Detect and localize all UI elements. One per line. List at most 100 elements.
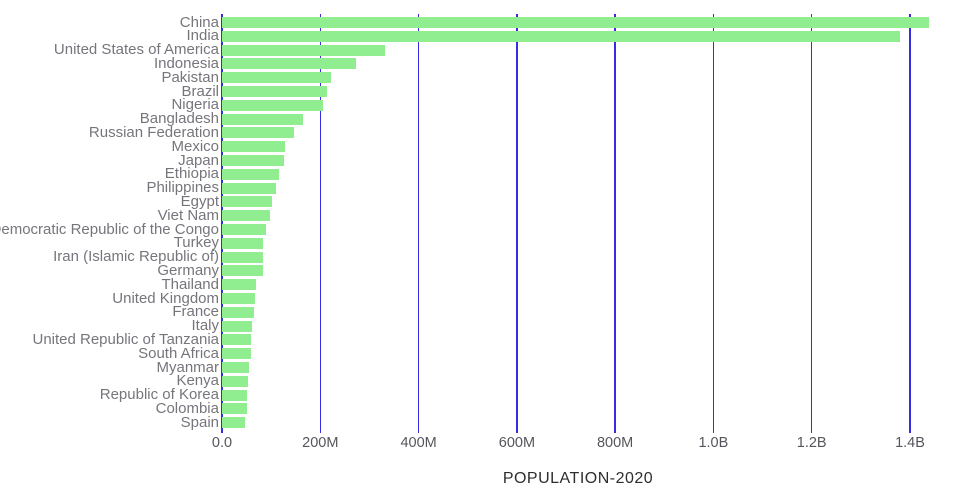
category-label-text: Italy xyxy=(191,317,219,335)
gridline-400M xyxy=(417,14,420,433)
population-bar xyxy=(222,113,303,125)
gridline-1.0B xyxy=(712,14,715,433)
chart-row: Ethiopia xyxy=(0,165,960,183)
population-bar xyxy=(222,403,247,415)
population-bar xyxy=(222,306,255,318)
population-bar xyxy=(222,30,901,42)
chart-row: Egypt xyxy=(0,193,960,209)
category-label: Japan xyxy=(0,152,219,169)
category-label-text: Russian Federation xyxy=(88,124,219,141)
category-label: Viet Nam xyxy=(0,207,219,224)
category-label: United Republic of Tanzania xyxy=(0,331,219,348)
category-label-text: Republic of Korea xyxy=(99,386,219,404)
category-label-text: United Republic of Tanzania xyxy=(32,331,219,348)
population-bar xyxy=(222,417,245,429)
population-bar xyxy=(222,99,324,111)
category-label-text: United Kingdom xyxy=(112,290,219,307)
category-label: United States of America xyxy=(0,42,219,59)
chart-row: Indonesia xyxy=(0,55,960,72)
population-bar xyxy=(222,237,264,249)
chart-row: Thailand xyxy=(0,276,960,293)
category-label-text: Philippines xyxy=(146,179,219,197)
gridline-0.0 xyxy=(221,14,223,433)
chart-row: Kenya xyxy=(0,373,960,389)
chart-row: Germany xyxy=(0,262,960,279)
chart-row: South Africa xyxy=(0,345,960,362)
category-label: Colombia xyxy=(0,400,219,417)
category-label-text: United States of America xyxy=(53,41,219,59)
category-label-text: Democratic Republic of the Congo xyxy=(0,221,219,238)
category-label: Democratic Republic of the Congo xyxy=(0,221,219,238)
category-label: Myanmar xyxy=(0,359,219,376)
gridline-800M xyxy=(614,14,616,433)
population-bar xyxy=(222,72,331,84)
chart-row: Spain xyxy=(0,414,960,431)
category-label-text: Indonesia xyxy=(153,55,219,72)
population-bar xyxy=(222,127,294,139)
x-tick-0.0: 0.0 xyxy=(211,435,233,451)
x-tick-200M: 200M xyxy=(302,435,339,451)
x-tick-600M: 600M xyxy=(498,435,536,451)
chart-row: Turkey xyxy=(0,235,960,251)
gridline-1.4B xyxy=(909,14,911,433)
category-label-text: China xyxy=(179,14,219,31)
category-label: China xyxy=(0,14,219,31)
population-bar xyxy=(222,168,279,180)
category-label-text: Iran (Islamic Republic of) xyxy=(53,248,219,266)
category-label: Russian Federation xyxy=(0,124,219,141)
chart-row: Democratic Republic of the Congo xyxy=(0,221,960,238)
category-label-text: Spain xyxy=(180,414,219,431)
category-label-text: Thailand xyxy=(161,276,219,293)
population-bar xyxy=(222,362,249,373)
gridline-200M xyxy=(319,14,322,433)
chart-row: Italy xyxy=(0,318,960,335)
chart-row: France xyxy=(0,304,960,321)
gridline-1.2B xyxy=(810,14,813,433)
population-bar xyxy=(222,334,252,346)
chart-row: Nigeria xyxy=(0,96,960,114)
category-label-text: Ethiopia xyxy=(164,165,219,183)
population-bar xyxy=(222,141,286,153)
category-label-text: India xyxy=(186,27,219,45)
category-label-text: Viet Nam xyxy=(157,207,219,224)
x-tick-1.4B: 1.4B xyxy=(895,435,925,451)
x-tick-1.0B: 1.0B xyxy=(698,435,729,451)
chart-row: India xyxy=(0,27,960,45)
category-label: Bangladesh xyxy=(0,111,219,128)
population-bar xyxy=(222,17,930,28)
population-bar xyxy=(222,293,256,304)
category-label-text: France xyxy=(172,303,219,321)
population-bar xyxy=(222,182,276,194)
category-label-text: South Africa xyxy=(138,345,219,362)
chart-row: Bangladesh xyxy=(0,111,960,128)
chart-row: Pakistan xyxy=(0,69,960,86)
category-label: Italy xyxy=(0,318,219,335)
category-label-text: Nigeria xyxy=(171,96,219,114)
x-tick-400M: 400M xyxy=(400,435,437,451)
chart-row: Myanmar xyxy=(0,359,960,376)
population-bar xyxy=(222,58,357,70)
chart-row: United States of America xyxy=(0,42,960,59)
category-label-text: Myanmar xyxy=(156,359,219,376)
population-bar xyxy=(222,279,257,291)
chart-row: Mexico xyxy=(0,138,960,154)
population-bar xyxy=(222,265,264,277)
category-label: Spain xyxy=(0,414,219,431)
chart-row: Russian Federation xyxy=(0,124,960,141)
category-label: Pakistan xyxy=(0,69,219,86)
category-label: Brazil xyxy=(0,83,219,100)
population-bar xyxy=(222,320,252,332)
population-bar xyxy=(222,155,285,166)
population-bar xyxy=(222,348,252,360)
gridline-600M xyxy=(516,14,518,433)
category-label: Iran (Islamic Republic of) xyxy=(0,249,219,266)
category-label: United Kingdom xyxy=(0,290,219,307)
chart-row: Colombia xyxy=(0,400,960,417)
category-label: France xyxy=(0,304,219,321)
population-bar xyxy=(222,86,327,97)
chart-row: Republic of Korea xyxy=(0,386,960,404)
category-label: Germany xyxy=(0,262,219,279)
chart-row: Philippines xyxy=(0,179,960,197)
chart-row: United Republic of Tanzania xyxy=(0,331,960,348)
